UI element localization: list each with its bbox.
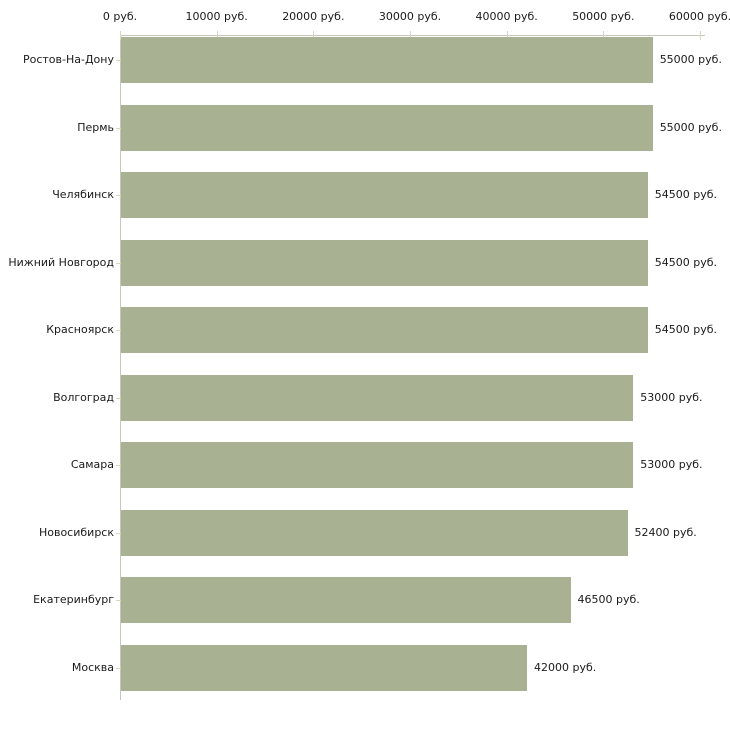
- bar: [121, 239, 648, 286]
- bar: [121, 172, 648, 218]
- x-tick-mark: [216, 31, 218, 40]
- x-tick-label: 20000 руб.: [282, 10, 345, 23]
- x-tick-label: 0 руб.: [102, 10, 138, 23]
- category-tick-mark: [116, 533, 121, 534]
- value-label: 53000 руб.: [640, 458, 703, 471]
- x-tick-label: 30000 руб.: [378, 10, 442, 23]
- category-tick-mark: [116, 60, 121, 61]
- x-tick-label: 60000 руб.: [668, 10, 730, 23]
- bar: [121, 374, 634, 421]
- category-tick-mark: [116, 128, 121, 129]
- category-label: Новосибирск: [38, 526, 114, 539]
- category-label: Ростов-На-Дону: [22, 53, 114, 66]
- bar: [121, 509, 628, 556]
- x-tick-label: 40000 руб.: [475, 10, 538, 23]
- category-tick-mark: [116, 330, 121, 331]
- bar: [121, 104, 653, 151]
- category-label: Челябинск: [52, 188, 114, 201]
- category-tick-mark: [116, 465, 121, 466]
- value-label: 54500 руб.: [654, 188, 718, 201]
- category-tick-mark: [116, 398, 121, 399]
- value-label: 53000 руб.: [640, 391, 703, 404]
- value-label: 54500 руб.: [654, 256, 718, 269]
- value-label: 55000 руб.: [659, 121, 722, 134]
- value-label: 55000 руб.: [659, 53, 722, 66]
- category-label: Пермь: [77, 121, 114, 134]
- x-tick-label: 50000 руб.: [572, 10, 635, 23]
- bar: [121, 37, 653, 83]
- category-tick-mark: [116, 263, 121, 264]
- category-label: Нижний Новгород: [8, 256, 114, 269]
- bar: [121, 442, 634, 488]
- bar: [121, 644, 527, 691]
- x-tick-mark: [700, 31, 701, 40]
- x-tick-mark: [603, 31, 605, 40]
- value-label: 52400 руб.: [634, 526, 697, 539]
- y-axis-line: [120, 35, 121, 700]
- category-label: Самара: [70, 458, 114, 471]
- category-label: Красноярск: [46, 323, 114, 336]
- category-label: Москва: [71, 661, 114, 674]
- value-label: 42000 руб.: [534, 661, 597, 674]
- category-label: Волгоград: [53, 391, 114, 404]
- value-label: 46500 руб.: [577, 593, 640, 606]
- x-tick-mark: [120, 31, 121, 40]
- bar: [121, 307, 648, 353]
- category-tick-mark: [116, 668, 121, 669]
- x-tick-label: 10000 руб.: [185, 10, 248, 23]
- x-tick-mark: [506, 31, 508, 40]
- value-label: 54500 руб.: [654, 323, 718, 336]
- x-tick-mark: [313, 31, 315, 40]
- x-tick-mark: [410, 31, 411, 40]
- category-tick-mark: [116, 195, 121, 196]
- bar: [121, 577, 571, 623]
- category-tick-mark: [116, 600, 121, 601]
- x-axis-line: [120, 35, 705, 36]
- category-label: Екатеринбург: [33, 593, 114, 606]
